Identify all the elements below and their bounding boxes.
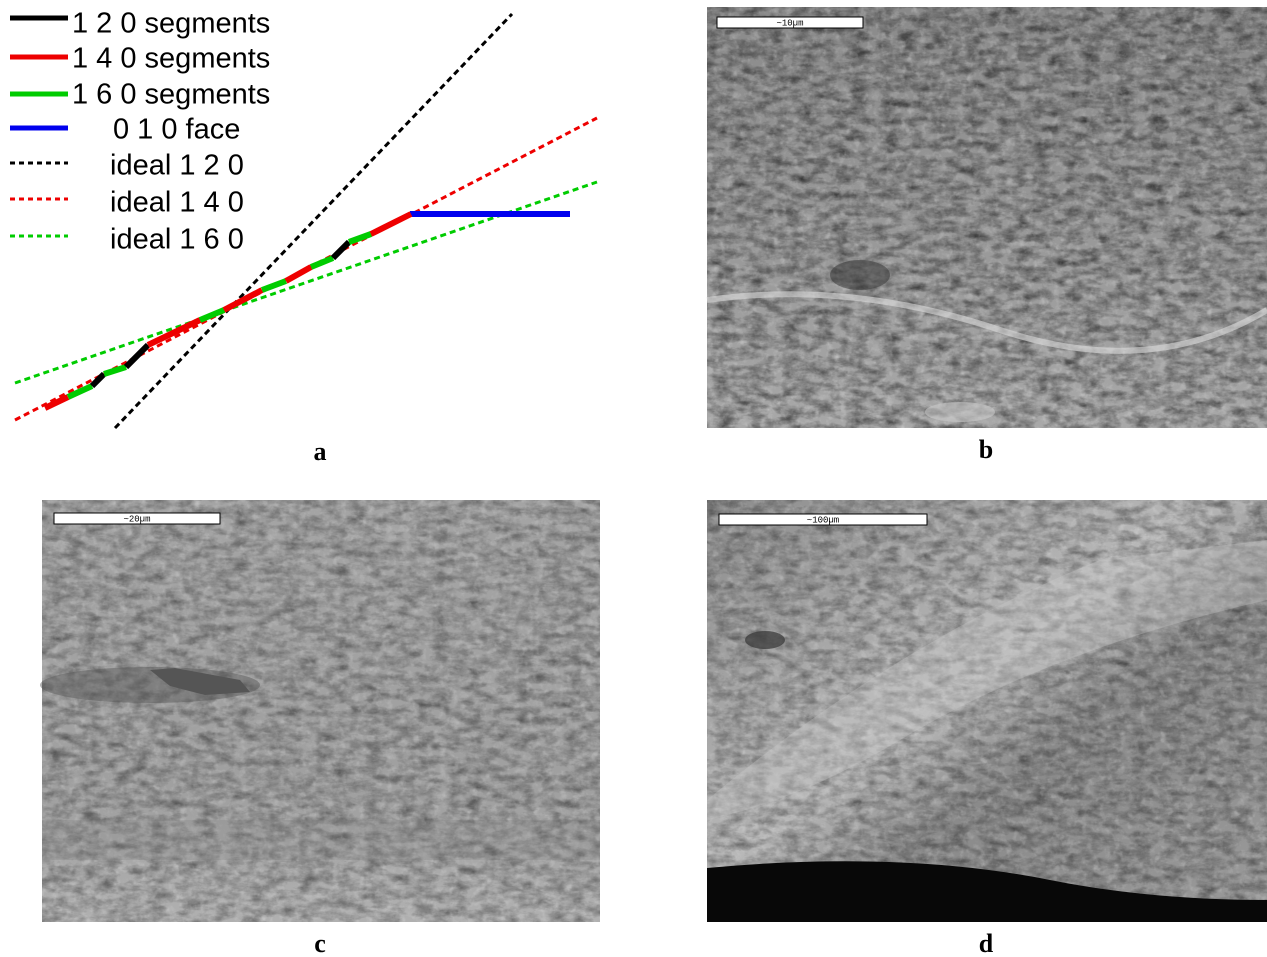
- panel-b: ~10µm b: [707, 7, 1267, 464]
- legend-label: 0 1 0 face: [113, 114, 240, 146]
- panel-c: ~20µm c: [40, 500, 600, 957]
- legend-label: ideal 1 4 0: [110, 187, 244, 219]
- legend: 1 2 0 segments 1 4 0 segments 1 6 0 segm…: [10, 8, 270, 256]
- panel-label: d: [979, 929, 994, 957]
- panel-label: a: [314, 437, 327, 466]
- scale-bar: ~100µm: [807, 515, 839, 525]
- legend-label: 1 6 0 segments: [72, 79, 270, 111]
- diagram: [15, 14, 597, 428]
- legend-label: ideal 1 6 0: [110, 224, 244, 256]
- figure: 1 2 0 segments 1 4 0 segments 1 6 0 segm…: [0, 0, 1267, 957]
- panel-d: ~100µm d: [707, 500, 1267, 957]
- scale-bar: ~20µm: [123, 514, 150, 524]
- legend-label: ideal 1 2 0: [110, 150, 244, 182]
- panel-label: c: [314, 929, 326, 957]
- panel-label: b: [979, 435, 993, 464]
- legend-label: 1 2 0 segments: [72, 8, 270, 40]
- panel-a: 1 2 0 segments 1 4 0 segments 1 6 0 segm…: [10, 8, 597, 466]
- legend-label: 1 4 0 segments: [72, 43, 270, 75]
- scale-bar: ~10µm: [776, 18, 803, 28]
